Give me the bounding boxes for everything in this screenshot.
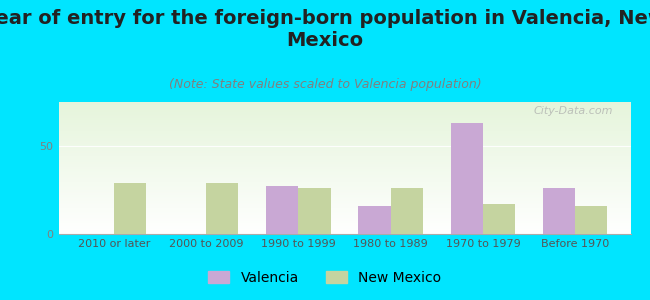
Bar: [206, 183, 239, 234]
Bar: [391, 188, 423, 234]
Bar: [114, 183, 146, 234]
Bar: [483, 204, 515, 234]
Bar: [298, 188, 331, 234]
Text: Year of entry for the foreign-born population in Valencia, New
Mexico: Year of entry for the foreign-born popul…: [0, 9, 650, 50]
Bar: [358, 206, 391, 234]
Bar: [543, 188, 575, 234]
Legend: Valencia, New Mexico: Valencia, New Mexico: [203, 265, 447, 290]
Text: (Note: State values scaled to Valencia population): (Note: State values scaled to Valencia p…: [169, 78, 481, 91]
Text: City-Data.com: City-Data.com: [534, 106, 614, 116]
Bar: [575, 206, 608, 234]
Bar: [450, 123, 483, 234]
Bar: [266, 187, 298, 234]
